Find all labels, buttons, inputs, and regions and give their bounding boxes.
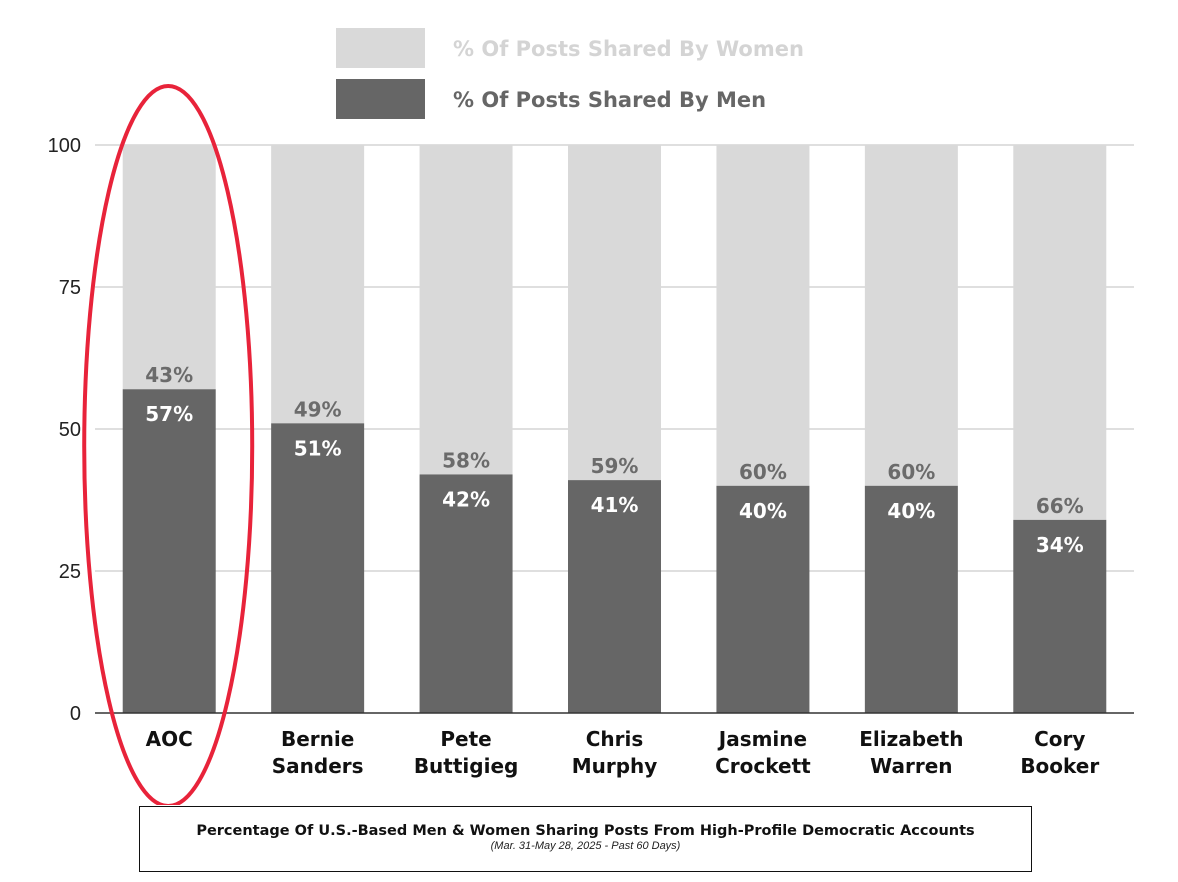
bar-women bbox=[864, 145, 958, 486]
bar-men bbox=[271, 423, 365, 713]
caption-subtitle: (Mar. 31-May 28, 2025 - Past 60 Days) bbox=[490, 840, 681, 852]
caption-title: Percentage Of U.S.-Based Men & Women Sha… bbox=[196, 823, 975, 839]
y-tick-label: 0 bbox=[70, 703, 81, 725]
y-tick-label: 50 bbox=[59, 419, 81, 441]
data-label-women: 60% bbox=[739, 460, 787, 484]
data-label-men: 42% bbox=[442, 487, 490, 511]
data-label-men: 40% bbox=[887, 499, 935, 523]
x-tick-label: AOC bbox=[146, 727, 193, 751]
legend-label: % Of Posts Shared By Men bbox=[453, 88, 766, 112]
data-label-men: 41% bbox=[591, 493, 639, 517]
x-tick-label: Elizabeth Warren bbox=[859, 727, 963, 778]
data-label-men: 51% bbox=[294, 436, 342, 460]
bar-men bbox=[122, 389, 216, 713]
y-axis: 0 25 50 75 100 bbox=[48, 135, 81, 725]
bar-men bbox=[864, 485, 958, 713]
bar-women bbox=[568, 145, 661, 481]
legend-swatch bbox=[336, 28, 425, 68]
bar-men bbox=[419, 474, 513, 713]
stacked-bar-chart: % Of Posts Shared By Women % Of Posts Sha… bbox=[48, 28, 1134, 805]
highlight-ellipse bbox=[82, 84, 255, 805]
x-axis: AOC Bernie Sanders Pete Buttigieg Chris Murphy… bbox=[95, 712, 1134, 778]
x-tick-label: Jasmine Crockett bbox=[715, 727, 811, 778]
y-tick-label: 100 bbox=[48, 135, 81, 157]
data-label-women: 43% bbox=[145, 363, 193, 387]
bars: 43% 57% 49% 51% 58% 42% 59% 41% 60% 40% 60% 40% 66% 3… bbox=[122, 145, 1107, 713]
data-label-men: 57% bbox=[145, 402, 193, 426]
bar-women bbox=[271, 145, 365, 424]
data-label-men: 40% bbox=[739, 499, 787, 523]
bar-women bbox=[419, 145, 513, 475]
y-tick-label: 75 bbox=[59, 277, 81, 299]
bar-men bbox=[568, 480, 661, 713]
data-label-men: 34% bbox=[1036, 533, 1084, 557]
legend: % Of Posts Shared By Women % Of Posts Sha… bbox=[336, 28, 804, 119]
chart-caption: Percentage Of U.S.-Based Men & Women Sha… bbox=[139, 806, 1032, 872]
x-tick-label: Chris Murphy bbox=[572, 727, 658, 778]
data-label-women: 49% bbox=[294, 397, 342, 421]
y-tick-label: 25 bbox=[59, 561, 81, 583]
bar-men bbox=[1013, 519, 1107, 713]
legend-swatch bbox=[336, 79, 425, 119]
data-label-women: 66% bbox=[1036, 494, 1084, 518]
legend-label: % Of Posts Shared By Women bbox=[453, 37, 804, 61]
x-tick-label: Pete Buttigieg bbox=[414, 727, 519, 778]
bar-women bbox=[122, 145, 216, 390]
data-label-women: 60% bbox=[887, 460, 935, 484]
data-label-women: 59% bbox=[591, 454, 639, 478]
x-tick-label: Bernie Sanders bbox=[272, 727, 364, 778]
bar-men bbox=[716, 485, 810, 713]
bar-women bbox=[1013, 145, 1107, 520]
data-label-women: 58% bbox=[442, 448, 490, 472]
bar-women bbox=[716, 145, 810, 486]
x-tick-label: Cory Booker bbox=[1020, 727, 1099, 778]
highlight-layer bbox=[82, 84, 255, 805]
